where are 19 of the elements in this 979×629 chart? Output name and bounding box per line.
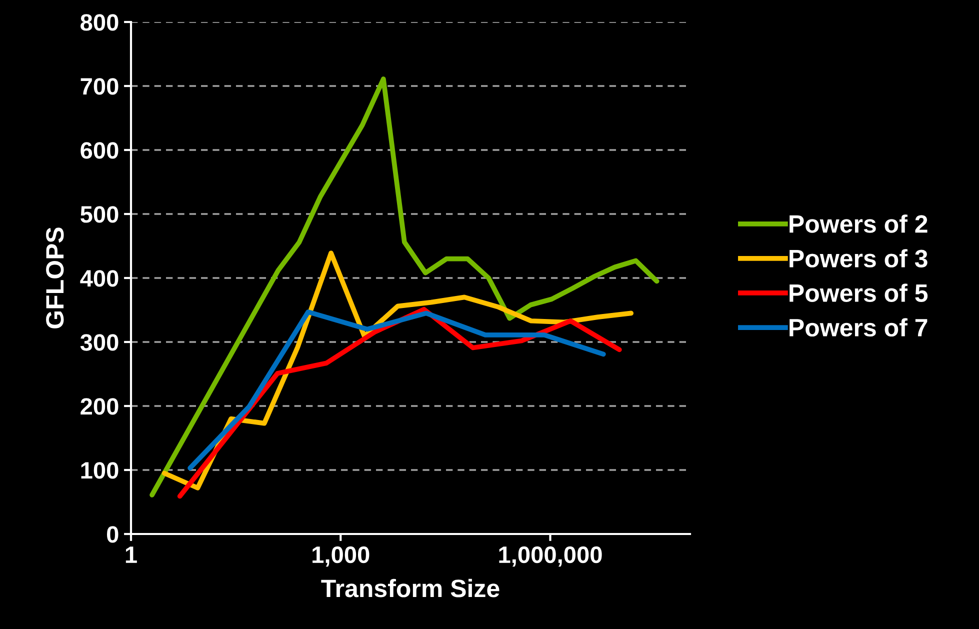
x-tick-label: 1	[126, 546, 137, 563]
legend-label: Powers of 2	[790, 214, 928, 233]
legend-label: Powers of 7	[790, 318, 928, 337]
y-axis-title: GFLOPS	[46, 228, 64, 328]
y-tick-label: 100	[81, 462, 118, 479]
x-axis-title: Transform Size	[321, 578, 500, 598]
x-tick-label: 1,000	[312, 546, 370, 567]
y-tick-label: 0	[107, 526, 118, 543]
y-tick-label: 400	[80, 270, 118, 287]
legend-label: Powers of 5	[790, 284, 928, 302]
y-tick-label: 500	[80, 206, 118, 223]
legend-label: Powers of 3	[790, 249, 928, 268]
x-tick-label: 1,000,000	[499, 546, 602, 567]
y-tick-label: 700	[80, 78, 118, 95]
y-tick-label: 200	[80, 398, 118, 415]
y-tick-label: 600	[80, 142, 118, 159]
y-tick-label: 300	[80, 334, 118, 351]
y-tick-label: 800	[80, 14, 118, 31]
line-series	[188, 309, 606, 471]
